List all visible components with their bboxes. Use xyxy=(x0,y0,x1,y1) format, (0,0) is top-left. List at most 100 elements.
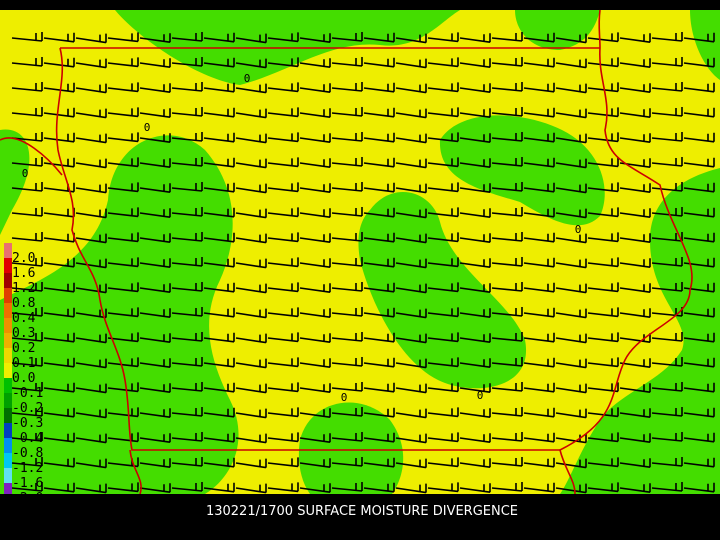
wind-barb xyxy=(235,108,267,119)
wind-barb xyxy=(587,32,619,43)
wind-barb xyxy=(619,458,651,468)
wind-barb xyxy=(43,57,75,68)
wind-barb xyxy=(299,58,331,68)
wind-barb xyxy=(43,382,75,393)
wind-barb xyxy=(459,233,491,243)
wind-barb xyxy=(331,32,363,42)
wind-barb xyxy=(523,182,555,193)
wind-barb xyxy=(555,83,587,94)
wind-barb xyxy=(331,257,363,267)
wind-barb xyxy=(139,183,171,193)
wind-barb xyxy=(331,357,363,367)
wind-barb xyxy=(587,157,619,168)
wind-barb xyxy=(363,132,395,143)
wind-barb xyxy=(43,157,75,168)
wind-barb xyxy=(11,357,43,367)
wind-barb xyxy=(683,332,715,343)
legend-label: 2.0 xyxy=(12,251,35,266)
wind-barb xyxy=(555,358,587,369)
wind-barb xyxy=(683,432,715,443)
wind-barb xyxy=(139,358,171,368)
wind-barb xyxy=(427,457,459,468)
wind-barb xyxy=(43,407,75,418)
wind-barb xyxy=(75,108,107,119)
wind-barb xyxy=(491,382,523,392)
legend: 2.01.61.20.80.40.30.20.10.0-0.1-0.2-0.3-… xyxy=(4,243,43,506)
wind-barb xyxy=(235,433,267,444)
wind-barb xyxy=(491,482,523,492)
wind-barb xyxy=(75,83,107,94)
wind-barb xyxy=(235,333,267,344)
contour-label: 0 xyxy=(341,391,348,404)
legend-label: 0.8 xyxy=(12,296,35,311)
wind-barb xyxy=(587,57,619,68)
wind-barb xyxy=(75,158,107,169)
wind-barb xyxy=(299,183,331,193)
wind-barb xyxy=(299,283,331,293)
wind-barb xyxy=(395,58,427,69)
wind-barb xyxy=(171,182,203,192)
wind-barb xyxy=(651,332,683,342)
wind-barb xyxy=(299,208,331,218)
wind-barb xyxy=(619,383,651,393)
wind-barbs xyxy=(11,32,715,494)
wind-barb xyxy=(555,308,587,319)
wind-barb xyxy=(459,358,491,368)
wind-barb xyxy=(523,332,555,343)
wind-barb xyxy=(427,357,459,368)
wind-barb xyxy=(107,257,139,268)
wind-barb xyxy=(395,358,427,369)
wind-barb xyxy=(651,57,683,67)
wind-barb xyxy=(235,483,267,494)
wind-barb xyxy=(363,357,395,368)
wind-barb xyxy=(171,57,203,67)
legend-swatch xyxy=(4,273,12,288)
wind-barb xyxy=(235,133,267,144)
wind-barb xyxy=(235,83,267,94)
wind-barb xyxy=(459,183,491,193)
wind-barb xyxy=(43,307,75,318)
wind-barb xyxy=(267,432,299,443)
wind-barb xyxy=(203,382,235,393)
wind-barb xyxy=(107,232,139,243)
wind-barb xyxy=(491,357,523,367)
wind-barb xyxy=(587,482,619,493)
wind-barb xyxy=(171,157,203,167)
wind-barb xyxy=(555,158,587,169)
wind-barb xyxy=(299,158,331,168)
wind-barb xyxy=(267,82,299,93)
wind-barb xyxy=(619,208,651,218)
wind-barb xyxy=(363,257,395,268)
legend-swatch xyxy=(4,333,12,348)
wind-barb xyxy=(427,207,459,218)
wind-barb xyxy=(651,132,683,142)
wind-barb xyxy=(299,233,331,243)
wind-barb xyxy=(107,482,139,493)
wind-barb xyxy=(139,233,171,243)
wind-barb xyxy=(171,107,203,117)
wind-barb xyxy=(427,57,459,68)
wind-barb xyxy=(395,383,427,394)
wind-barb xyxy=(459,58,491,68)
wind-barb xyxy=(363,332,395,343)
wind-barb xyxy=(267,357,299,368)
contour-label: 0 xyxy=(22,167,29,180)
wind-barb xyxy=(459,83,491,93)
wind-barb xyxy=(171,307,203,317)
wind-barb xyxy=(523,382,555,393)
wind-barb xyxy=(491,332,523,342)
wind-barb xyxy=(107,82,139,93)
wind-barb xyxy=(43,332,75,343)
wind-barb xyxy=(427,232,459,243)
wind-barb xyxy=(171,382,203,392)
wind-barb xyxy=(43,432,75,443)
wind-barb xyxy=(75,433,107,444)
contour-label: 0 xyxy=(244,72,251,85)
wind-barb xyxy=(555,183,587,194)
wind-barb xyxy=(75,208,107,219)
wind-barb xyxy=(107,32,139,43)
wind-barb xyxy=(75,233,107,244)
wind-barb xyxy=(459,483,491,493)
wind-barb xyxy=(139,133,171,143)
wind-barb xyxy=(267,482,299,493)
